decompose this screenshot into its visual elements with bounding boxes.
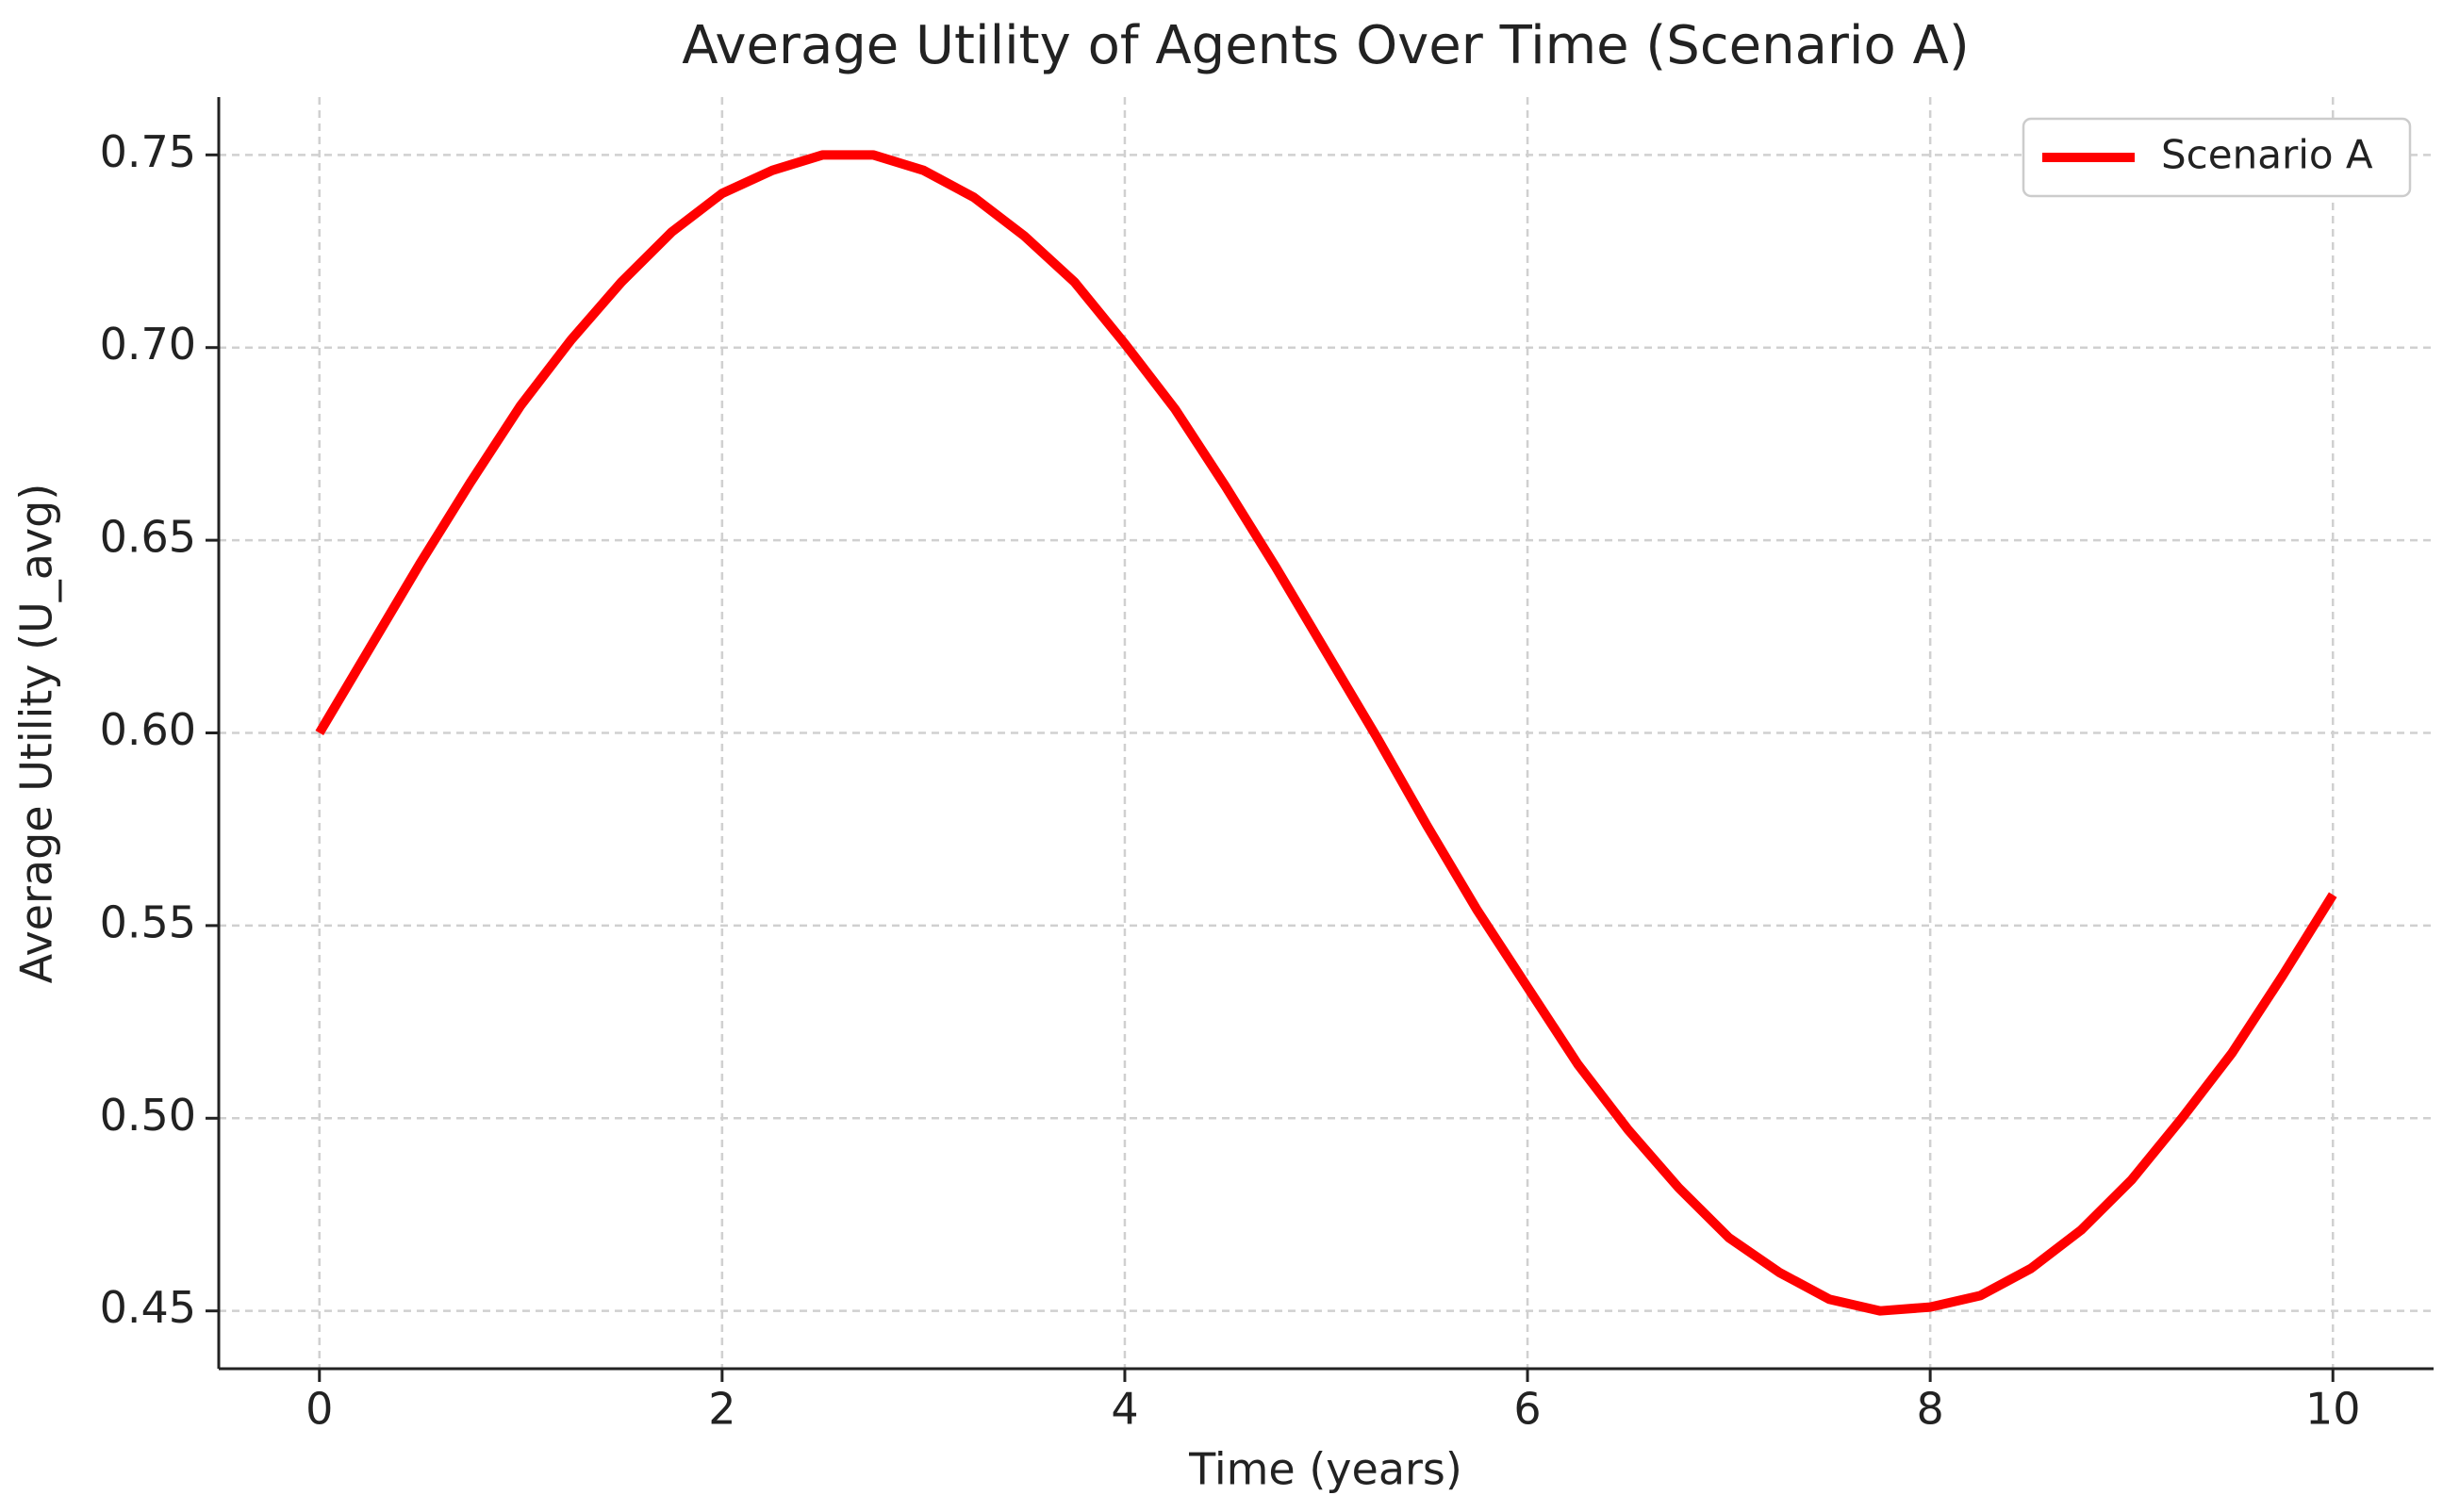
y-tick-label: 0.75	[100, 126, 196, 177]
y-tick-label: 0.60	[100, 704, 196, 755]
x-tick-label: 2	[708, 1384, 735, 1435]
y-tick-label: 0.70	[100, 319, 196, 370]
x-tick-label: 0	[305, 1384, 333, 1435]
y-axis-label: Average Utility (U_avg)	[11, 484, 62, 984]
y-tick-label: 0.65	[100, 512, 196, 563]
line	[315, 150, 2337, 1316]
y-tick-label: 0.55	[100, 896, 196, 947]
x-tick-label: 8	[1916, 1384, 1943, 1435]
x-tick-label: 4	[1111, 1384, 1138, 1435]
legend-box	[2022, 117, 2412, 198]
chart-title: Average Utility of Agents Over Time (Sce…	[682, 15, 1969, 76]
y-tick-label: 0.50	[100, 1090, 196, 1141]
x-tick-label: 10	[2305, 1384, 2361, 1435]
legend-label: Scenario A	[2161, 132, 2373, 178]
y-tick-label: 0.45	[100, 1282, 196, 1333]
x-axis-label: Time (years)	[1188, 1444, 1462, 1495]
x-tick-label: 6	[1513, 1384, 1541, 1435]
